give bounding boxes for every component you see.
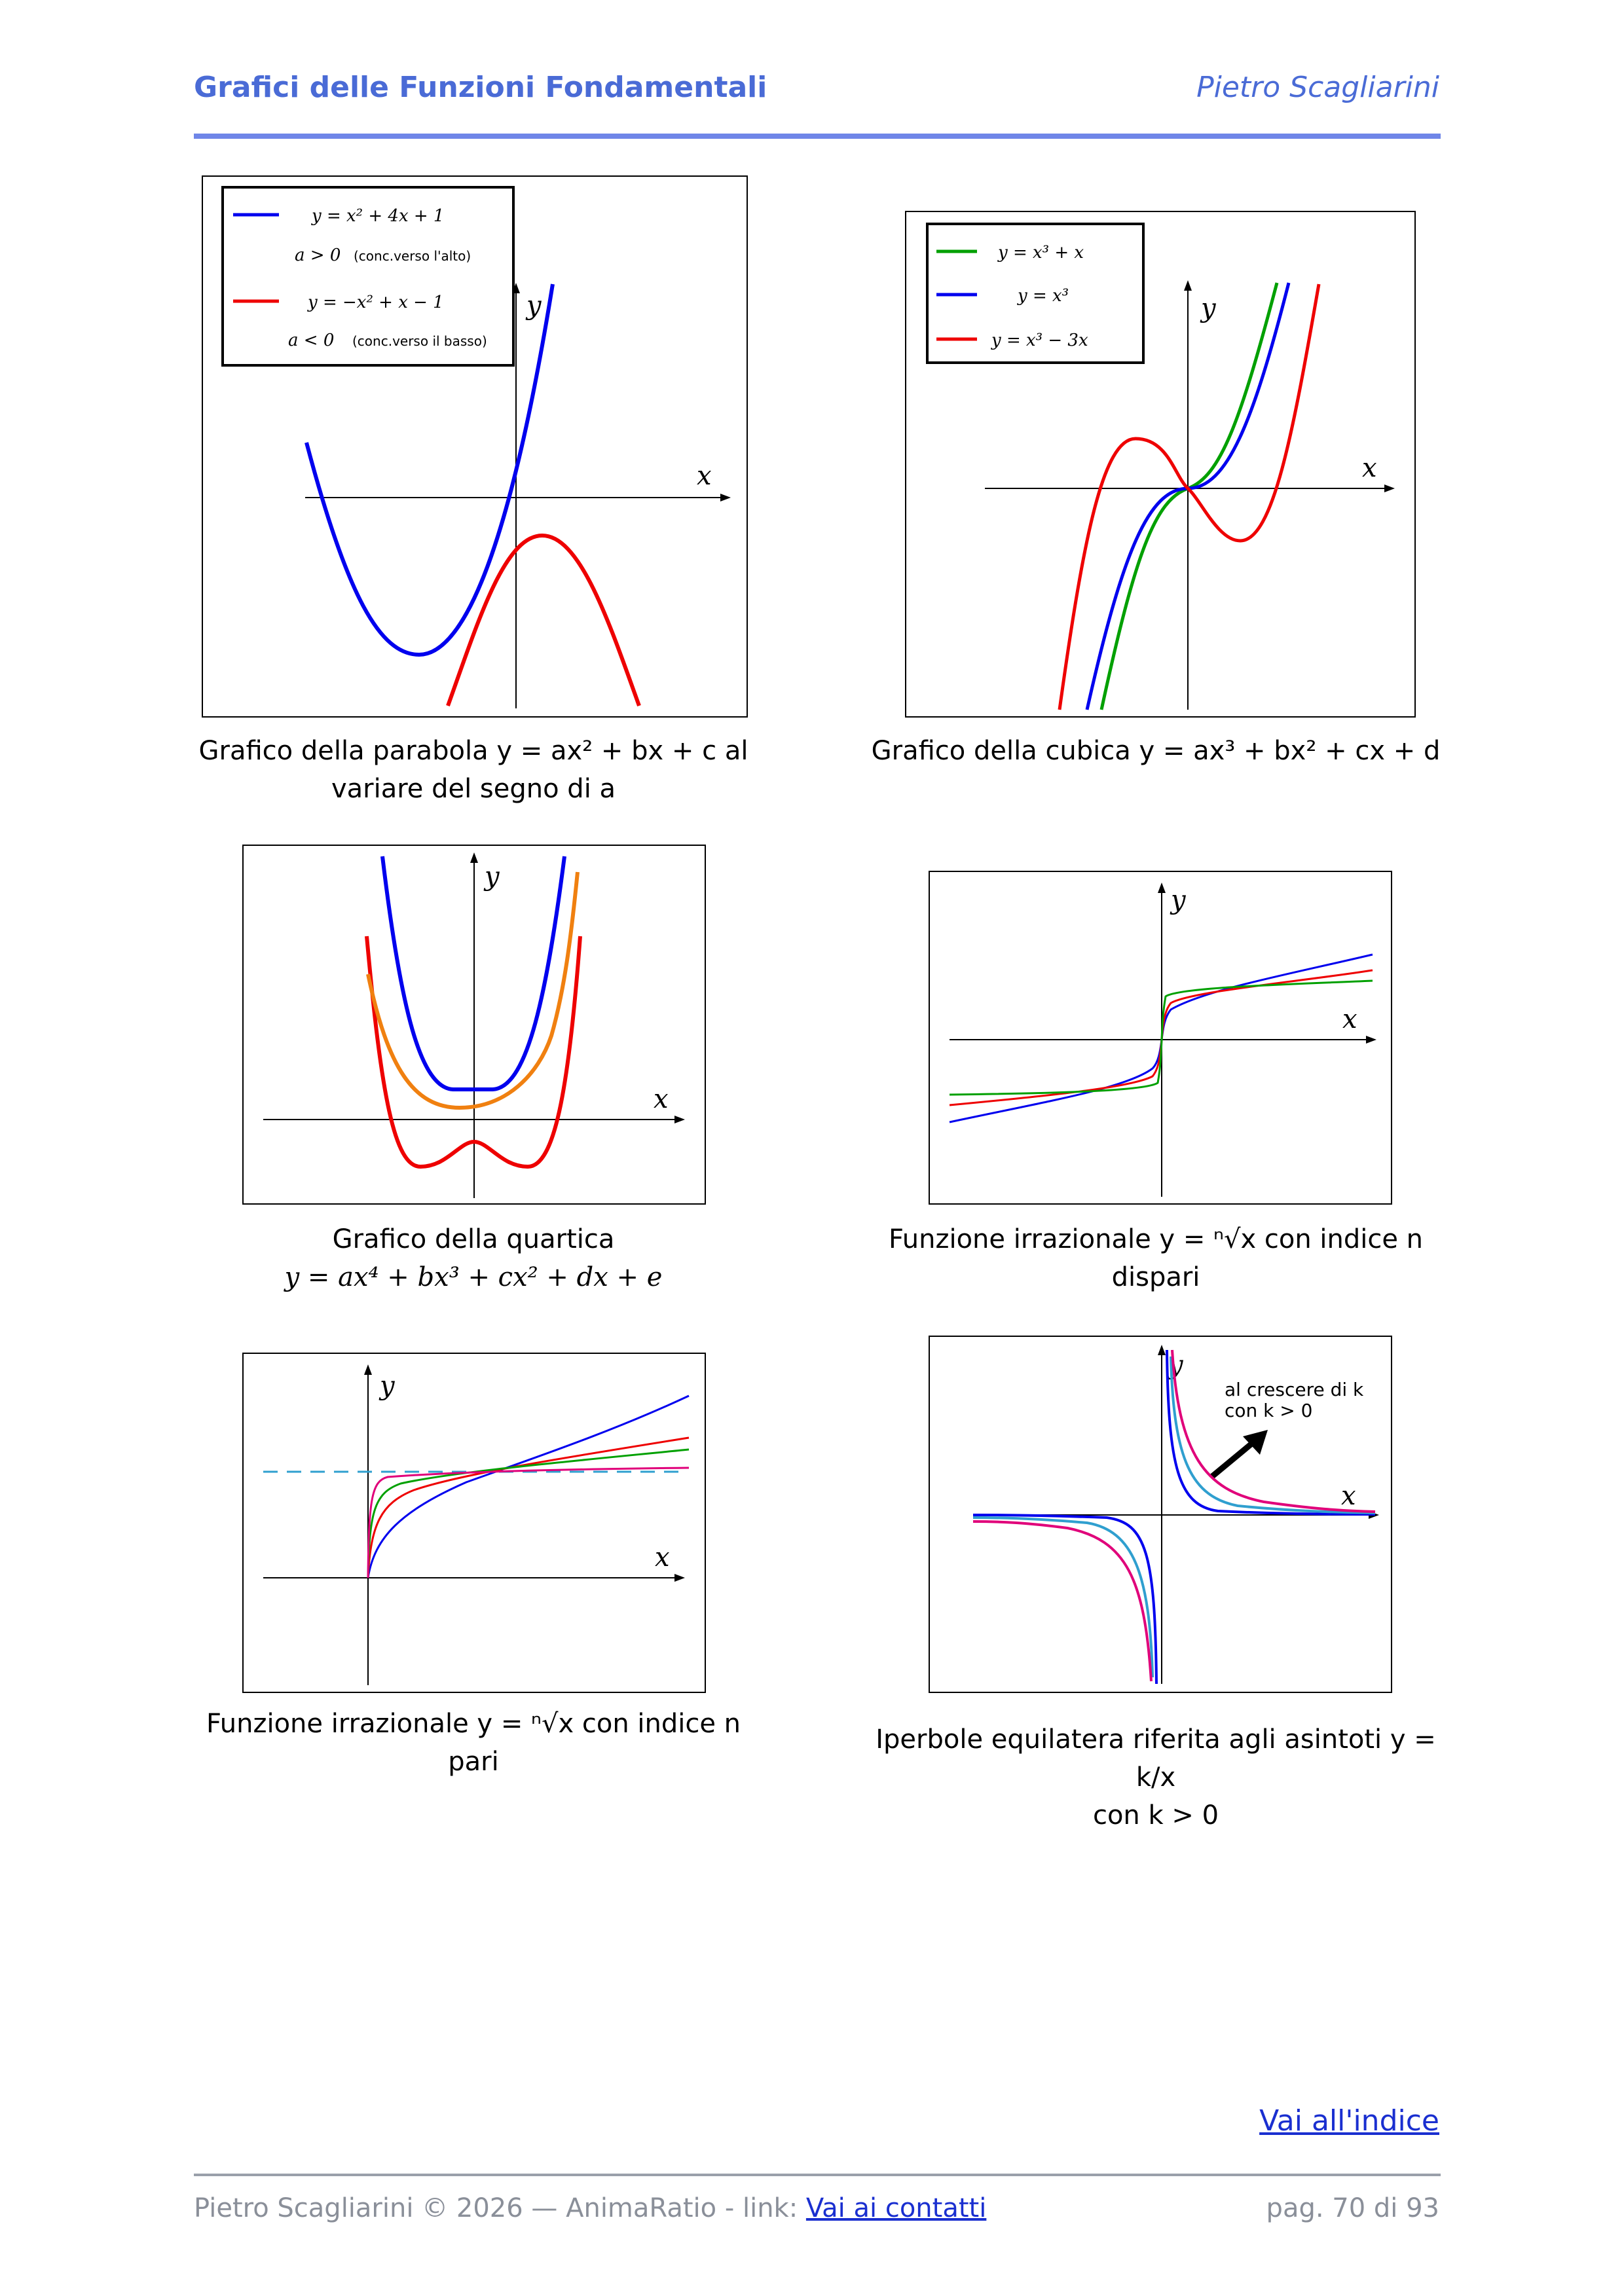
hyperbola-annotation-line2: con k > 0 [1225, 1400, 1312, 1421]
quartic-plot: x y [242, 845, 706, 1205]
parabola-downward-curve [446, 533, 641, 707]
legend-note-1: (conc.verso l'alto) [354, 248, 471, 264]
odd-root-green-curve [949, 979, 1373, 1096]
index-link[interactable]: Vai all'indice [1259, 2104, 1439, 2138]
cubic-caption: Grafico della cubica y = ax³ + bx² + cx … [871, 736, 1441, 766]
hyperbola-blue-k1-neg [972, 1514, 1158, 1685]
x-axis-label: x [655, 1542, 670, 1573]
even-root-green-curve [367, 1448, 690, 1578]
odd-root-caption: Funzione irrazionale y = ⁿ√x con indice … [871, 1220, 1441, 1296]
legend-box [221, 186, 515, 367]
even-root-blue-curve [367, 1394, 690, 1578]
hyperbola-magenta-k3 [1171, 1349, 1376, 1513]
quartic-caption-line2: y = ax⁴ + bx³ + cx² + dx + e [284, 1262, 663, 1292]
legend-entry-2: y = x³ [1017, 286, 1069, 306]
page-header-author: Pietro Scagliarini [1196, 71, 1439, 104]
x-axis-label: x [1342, 1004, 1357, 1034]
legend-entry-1: y = x³ + x [997, 243, 1084, 263]
parabola-caption-line1: Grafico della parabola y = ax² + bx + c … [198, 736, 748, 766]
quartic-red-curve [365, 936, 582, 1169]
legend-note-2: (conc.verso il basso) [352, 333, 487, 349]
parabola-caption: Grafico della parabola y = ax² + bx + c … [196, 732, 750, 808]
page-header-title: Grafici delle Funzioni Fondamentali [194, 71, 767, 104]
arrow-icon [1209, 1436, 1259, 1480]
even-root-caption-line2: pari [448, 1747, 499, 1777]
header-divider [194, 134, 1441, 139]
parabola-caption-line2: variare del segno di a [331, 774, 616, 804]
footer-divider [194, 2174, 1441, 2176]
y-axis-label: y [483, 862, 500, 892]
x-axis-label: x [654, 1084, 669, 1114]
hyperbola-blue-k1 [1166, 1349, 1376, 1516]
quartic-caption: Grafico della quartica y = ax⁴ + bx³ + c… [242, 1220, 705, 1296]
parabola-upward-curve [304, 283, 555, 657]
y-axis-label: y [378, 1371, 396, 1401]
legend-note-1-math: a > 0 [295, 246, 341, 265]
hyperbola-plot: x y al crescere di k con k > 0 [929, 1336, 1392, 1693]
legend-entry-1: y = x² + 4x + 1 [311, 206, 444, 226]
hyperbola-magenta-k3-neg [972, 1520, 1153, 1682]
legend-entry-3: y = x³ − 3x [991, 331, 1088, 350]
x-axis-label: x [1341, 1481, 1356, 1511]
even-root-red-curve [367, 1436, 690, 1578]
odd-root-caption-line2: dispari [1111, 1262, 1200, 1292]
page-number: pag. 70 di 93 [1266, 2193, 1439, 2223]
footer-left: Pietro Scagliarini © 2026 — AnimaRatio -… [194, 2193, 986, 2223]
y-axis-label: y [525, 291, 542, 321]
odd-root-caption-line1: Funzione irrazionale y = ⁿ√x con indice … [888, 1224, 1424, 1254]
y-axis-label: y [1200, 293, 1217, 323]
contacts-link[interactable]: Vai ai contatti [805, 2193, 987, 2223]
hyperbola-caption: Iperbole equilatera riferita agli asinto… [871, 1721, 1441, 1834]
quartic-orange-curve [366, 871, 580, 1110]
hyperbola-caption-line1: Iperbole equilatera riferita agli asinto… [876, 1724, 1436, 1793]
x-axis-label: x [1362, 453, 1377, 483]
even-root-caption: Funzione irrazionale y = ⁿ√x con indice … [196, 1705, 750, 1781]
footer-copyright: Pietro Scagliarini © 2026 — AnimaRatio -… [194, 2193, 798, 2223]
even-root-caption-line1: Funzione irrazionale y = ⁿ√x con indice … [206, 1709, 741, 1739]
quartic-caption-line1: Grafico della quartica [332, 1224, 615, 1254]
hyperbola-annotation-line1: al crescere di k [1225, 1379, 1364, 1400]
even-root-plot: x y [242, 1353, 706, 1693]
cubic-plot: x y y = x³ + x y = x³ y = x³ − 3x [905, 211, 1416, 718]
y-axis-label: y [1170, 885, 1187, 915]
hyperbola-cyan-k2-neg [972, 1516, 1154, 1678]
parabola-plot: x y y = x² + 4x + 1 a > 0 (conc.verso l'… [202, 175, 748, 718]
legend-entry-2: y = −x² + x − 1 [307, 293, 444, 312]
cubic-x3-minus-3x-curve [1058, 283, 1321, 710]
quartic-blue-curve [380, 856, 566, 1091]
even-root-magenta-curve [367, 1467, 690, 1578]
hyperbola-cyan-k2 [1170, 1356, 1376, 1514]
arrow-head-icon [1243, 1430, 1268, 1455]
hyperbola-caption-line2: con k > 0 [1092, 1800, 1219, 1831]
x-axis-label: x [697, 461, 712, 491]
legend-note-2-math: a < 0 [288, 331, 334, 350]
odd-root-plot: x y [929, 871, 1392, 1205]
